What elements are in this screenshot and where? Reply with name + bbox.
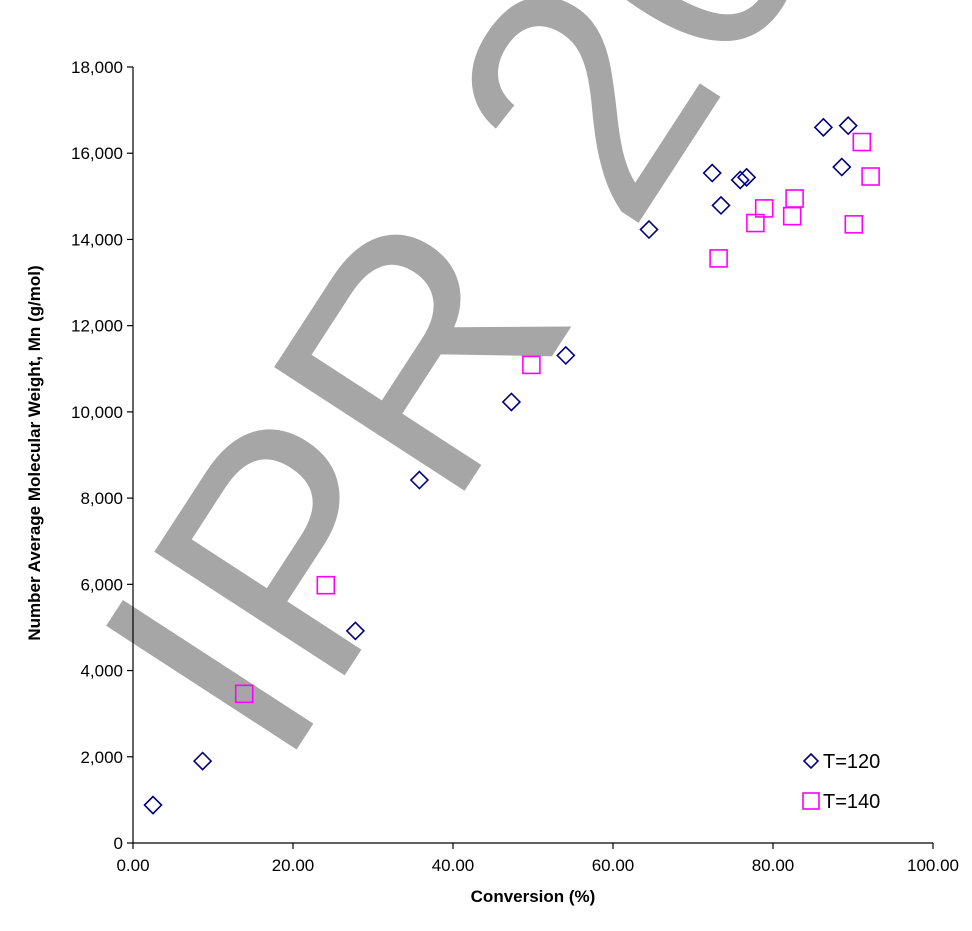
data-point-diamond	[409, 470, 430, 490]
watermark: IPR 2008	[29, 0, 972, 813]
y-tick-label: 10,000	[71, 403, 123, 422]
x-tick-label: 100.00	[907, 856, 959, 875]
data-point-diamond	[736, 167, 757, 187]
data-point-diamond	[832, 157, 852, 177]
y-tick-label: 18,000	[71, 58, 123, 77]
data-point-diamond	[639, 219, 659, 240]
x-tick-label: 20.00	[272, 856, 315, 875]
y-tick-label: 14,000	[71, 230, 123, 249]
x-tick-label: 0.00	[116, 856, 149, 875]
legend-label: T=140	[823, 791, 880, 813]
y-tick-label: 4,000	[80, 662, 123, 681]
data-points	[143, 115, 880, 815]
axes	[127, 66, 934, 849]
data-point-square	[844, 215, 864, 234]
x-tick-label: 80.00	[752, 856, 795, 875]
data-point-diamond	[702, 163, 722, 183]
y-tick-label: 6,000	[80, 575, 123, 594]
y-tick-label: 16,000	[71, 144, 123, 163]
data-point-square	[782, 206, 802, 226]
data-point-diamond	[730, 170, 750, 190]
legend-marker-diamond	[802, 752, 820, 770]
y-tick-label: 2,000	[80, 748, 123, 767]
x-tick-label: 40.00	[432, 856, 475, 875]
data-point-square	[316, 575, 336, 595]
legend-marker-square	[802, 792, 820, 810]
y-axis-title: Number Average Molecular Weight, Mn (g/m…	[25, 265, 44, 640]
y-tick-label: 8,000	[80, 489, 123, 508]
legend: T=120 T=140	[802, 751, 880, 813]
x-tick-label: 60.00	[592, 856, 635, 875]
data-point-square	[709, 249, 728, 268]
data-point-diamond	[501, 392, 522, 412]
data-point-square	[852, 132, 872, 152]
y-tick-label: 0	[114, 834, 123, 853]
series-1	[143, 115, 858, 815]
data-point-diamond	[345, 621, 366, 641]
data-point-diamond	[192, 751, 213, 771]
data-point-diamond	[838, 115, 858, 136]
watermark-text: IPR 2008	[29, 0, 972, 813]
data-point-square	[754, 199, 774, 218]
data-point-diamond	[711, 195, 731, 216]
y-tick-label: 12,000	[71, 317, 123, 336]
data-point-square	[234, 684, 254, 704]
series-2	[234, 132, 880, 704]
data-point-square	[861, 167, 880, 186]
data-point-diamond	[143, 795, 163, 815]
x-axis-title: Conversion (%)	[471, 887, 596, 906]
data-point-diamond	[556, 345, 576, 366]
legend-label: T=120	[823, 751, 880, 773]
data-point-square	[522, 355, 541, 375]
data-point-diamond	[813, 117, 834, 137]
data-point-square	[785, 189, 804, 208]
tick-labels: 0 2,000 4,000 6,000 8,000 10,000 12,000 14,000 1…	[71, 58, 959, 875]
